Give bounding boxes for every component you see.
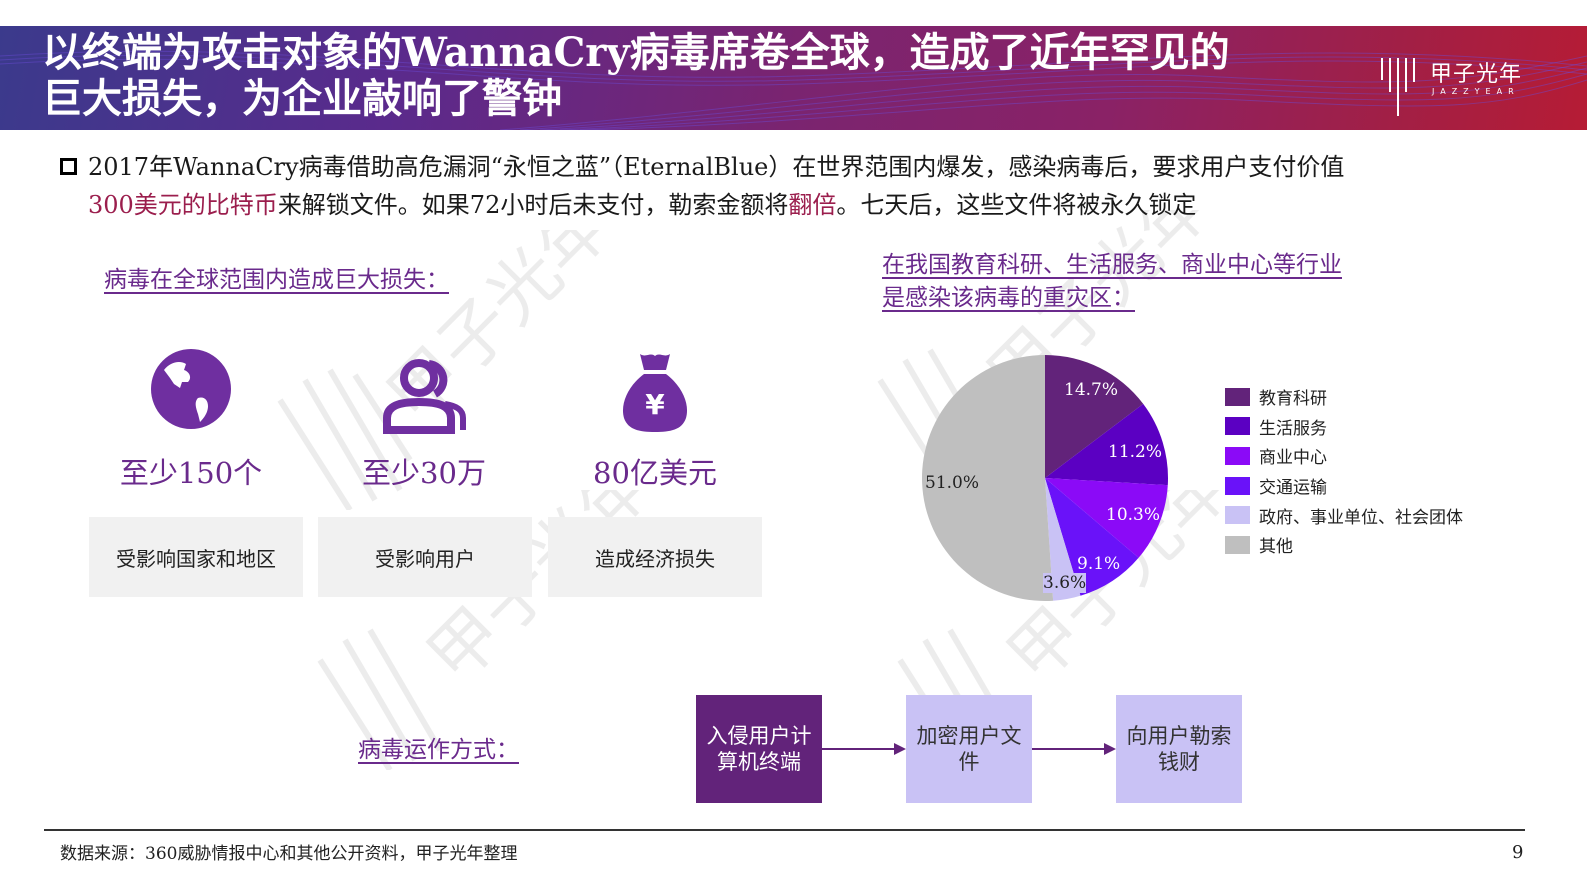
pie-label: 51.0% (925, 473, 980, 493)
pie-label: 11.2% (1108, 442, 1163, 462)
brand-logo: 甲子光年 JAZZYEAR (1378, 52, 1538, 130)
pie-label: 3.6% (1043, 573, 1087, 593)
stat-value: 80亿美元 (593, 456, 717, 490)
legend-swatch (1225, 417, 1250, 436)
stat-users: 至少30万 (314, 348, 534, 492)
pie-label: 9.1% (1077, 554, 1121, 574)
bullet-square-icon (60, 158, 77, 175)
pie-slice (1045, 403, 1168, 486)
legend-item: 其他 (1225, 530, 1463, 560)
legend-item: 政府、事业单位、社会团体 (1225, 500, 1463, 530)
legend-item: 教育科研 (1225, 382, 1463, 412)
pie-chart (921, 355, 1168, 601)
stat-card-loss: 造成经济损失 (548, 517, 762, 597)
users-icon (383, 359, 466, 434)
chart-legend: 教育科研 生活服务 商业中心 交通运输 政府、事业单位、社会团体 其他 (1225, 382, 1463, 560)
legend-swatch (1225, 476, 1250, 495)
legend-item: 交通运输 (1225, 471, 1463, 501)
money-bag-icon: ¥ (622, 354, 688, 432)
stat-loss: ¥ 80亿美元 (545, 348, 765, 492)
page-number: 9 (1512, 842, 1524, 863)
arrow-right-icon (822, 743, 906, 755)
stat-value: 至少30万 (362, 456, 486, 490)
legend-item: 商业中心 (1225, 441, 1463, 471)
pie-slice (1045, 355, 1144, 478)
data-source: 数据来源：360威胁情报中心和其他公开资料，甲子光年整理 (60, 844, 518, 864)
page-title: 以终端为攻击对象的WannaCry病毒席卷全球，造成了近年罕见的 巨大损失，为企… (42, 30, 1362, 122)
stat-card-users: 受影响用户 (318, 517, 532, 597)
logo-text-cn: 甲子光年 (1430, 62, 1523, 87)
title-line-1: 以终端为攻击对象的WannaCry病毒席卷全球，造成了近年罕见的 (42, 29, 1230, 76)
process-heading: 病毒运作方式： (358, 737, 519, 763)
legend-swatch (1225, 506, 1250, 525)
stat-card-countries: 受影响国家和地区 (89, 517, 303, 597)
pie-slice (1045, 478, 1139, 596)
intro-bullet: 2017年WannaCry病毒借助高危漏洞“永恒之蓝”（EternalBlue）… (60, 148, 1540, 224)
globe-icon (151, 349, 231, 429)
flow-step-intrude: 入侵用户计算机终端 (696, 695, 822, 803)
flow-step-ransom: 向用户勒索钱财 (1116, 695, 1242, 803)
title-line-2: 巨大损失，为企业敲响了警钟 (42, 75, 562, 122)
flow-step-encrypt: 加密用户文件 (906, 695, 1032, 803)
loss-heading: 病毒在全球范围内造成巨大损失： (104, 267, 449, 293)
legend-swatch (1225, 387, 1250, 406)
pie-slice (921, 355, 1054, 601)
logo-bars-icon (1381, 58, 1415, 116)
highlight-bitcoin: 300美元的比特币 (88, 191, 278, 219)
logo-text-en: JAZZYEAR (1432, 87, 1520, 96)
pie-label: 14.7% (1064, 380, 1119, 400)
intro-text: 2017年WannaCry病毒借助高危漏洞“永恒之蓝”（EternalBlue）… (88, 153, 1345, 219)
wave-decoration (0, 50, 1587, 130)
pie-slice (1045, 478, 1081, 601)
footer-divider (44, 829, 1525, 831)
header-banner: 以终端为攻击对象的WannaCry病毒席卷全球，造成了近年罕见的 巨大损失，为企… (0, 26, 1587, 130)
legend-item: 生活服务 (1225, 412, 1463, 442)
svg-text:¥: ¥ (645, 388, 665, 421)
legend-swatch (1225, 535, 1250, 554)
legend-swatch (1225, 446, 1250, 465)
stat-countries: 至少150个 (81, 348, 301, 492)
stat-value: 至少150个 (119, 456, 263, 490)
highlight-double: 翻倍 (788, 191, 837, 219)
arrow-right-icon (1032, 743, 1116, 755)
industry-heading: 在我国教育科研、生活服务、商业中心等行业 是感染该病毒的重灾区： (882, 252, 1342, 311)
pie-label: 10.3% (1106, 505, 1161, 525)
pie-slice (1045, 478, 1168, 558)
